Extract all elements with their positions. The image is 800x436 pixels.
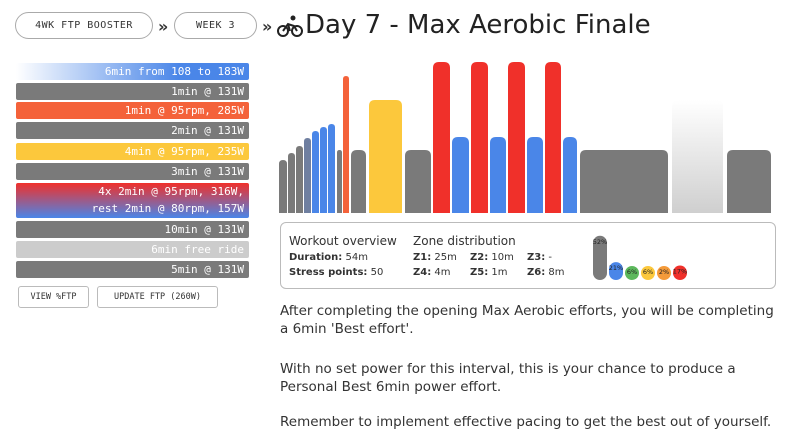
workout-block [343, 76, 349, 213]
zone-bar-label: 2% [659, 268, 669, 276]
zone-label: Z2: [470, 252, 489, 263]
duration: Duration: 54m [289, 252, 368, 263]
workout-block [508, 62, 525, 213]
interval: 4min @ 95rpm, 235W [16, 143, 249, 160]
zones-heading: Zone distribution [413, 234, 516, 248]
workout-block [452, 137, 469, 213]
zone-item: Z6: 8m [527, 267, 565, 278]
workout-block [296, 146, 303, 213]
label: Stress points: [289, 267, 368, 278]
overview-box [280, 222, 776, 289]
zone-time: 10m [491, 252, 514, 263]
zone-time: 4m [434, 267, 451, 278]
zone-label: Z6: [527, 267, 546, 278]
zone-label: Z3: [527, 252, 546, 263]
zone-bar-label: 21% [609, 264, 623, 272]
zone-item: Z5: 1m [470, 267, 508, 278]
bike-icon [277, 15, 303, 37]
interval: 6min free ride [16, 241, 249, 258]
label: Duration: [289, 252, 343, 263]
zone-item: Z2: 10m [470, 252, 514, 263]
workout-block [545, 62, 561, 213]
workout-block [471, 62, 488, 213]
zone-time: 8m [548, 267, 565, 278]
workout-block [288, 153, 295, 213]
zone-label: Z5: [470, 267, 489, 278]
zone-label: Z1: [413, 252, 432, 263]
zone-item: Z3: - [527, 252, 552, 263]
interval-line: rest 2min @ 80rpm, 157W [91, 202, 244, 215]
view-ftp-button[interactable]: VIEW %FTP [18, 286, 89, 308]
update-ftp-button[interactable]: UPDATE FTP (260W) [97, 286, 218, 308]
workout-block [527, 137, 543, 213]
zone-bar [609, 262, 623, 280]
workout-block [672, 100, 723, 213]
workout-block [580, 150, 668, 213]
zone-item: Z1: 25m [413, 252, 457, 263]
breadcrumb[interactable]: WEEK 3 [174, 12, 257, 39]
interval-line: 4x 2min @ 95rpm, 316W, [98, 185, 244, 198]
zone-bar-label: 6% [627, 268, 637, 276]
workout-block [369, 100, 402, 213]
paragraph: Remember to implement effective pacing t… [280, 414, 772, 430]
zone-bar-label: 6% [643, 268, 653, 276]
workout-block [490, 137, 506, 213]
interval: 2min @ 131W [16, 122, 249, 139]
breadcrumb[interactable]: 4WK FTP BOOSTER [15, 12, 153, 39]
workout-block [279, 160, 287, 213]
interval: 4x 2min @ 95rpm, 316W, rest 2min @ 80rpm… [16, 183, 249, 218]
separator: » [158, 17, 169, 36]
zone-item: Z4: 4m [413, 267, 451, 278]
workout-block [337, 150, 342, 213]
workout-block [328, 124, 335, 213]
workout-block [563, 137, 577, 213]
page-title: Day 7 - Max Aerobic Finale [305, 10, 651, 40]
zone-time: - [548, 252, 553, 263]
workout-block [405, 150, 431, 213]
zone-bar [657, 266, 671, 280]
workout-block [351, 150, 366, 213]
workout-block [433, 62, 450, 213]
zone-bar-label: 52% [593, 238, 607, 246]
overview-heading: Workout overview [289, 234, 397, 248]
zone-bar [593, 235, 607, 280]
interval: 1min @ 95rpm, 285W [16, 102, 249, 119]
zone-bars: 52% 21% 6% 6% 2% 17% [593, 235, 687, 280]
value: 54m [345, 252, 368, 263]
interval: 10min @ 131W [16, 221, 249, 238]
stress: Stress points: 50 [289, 267, 383, 278]
zone-bar [641, 266, 655, 280]
zone-bar [673, 265, 687, 280]
workout-block [727, 150, 771, 213]
workout-block [320, 127, 327, 213]
interval: 6min from 108 to 183W [16, 63, 249, 80]
value: 50 [370, 267, 384, 278]
paragraph: With no set power for this interval, thi… [280, 361, 736, 395]
zone-bar-label: 17% [673, 268, 687, 276]
interval: 1min @ 131W [16, 83, 249, 100]
zone-time: 25m [434, 252, 457, 263]
zone-bar [625, 266, 639, 280]
paragraph: After completing the opening Max Aerobic… [280, 303, 774, 337]
workout-block [304, 138, 311, 213]
zone-label: Z4: [413, 267, 432, 278]
workout-graph [279, 62, 771, 213]
interval: 5min @ 131W [16, 261, 249, 278]
zone-time: 1m [491, 267, 508, 278]
workout-block [312, 131, 319, 213]
interval: 3min @ 131W [16, 163, 249, 180]
separator: » [262, 17, 273, 36]
